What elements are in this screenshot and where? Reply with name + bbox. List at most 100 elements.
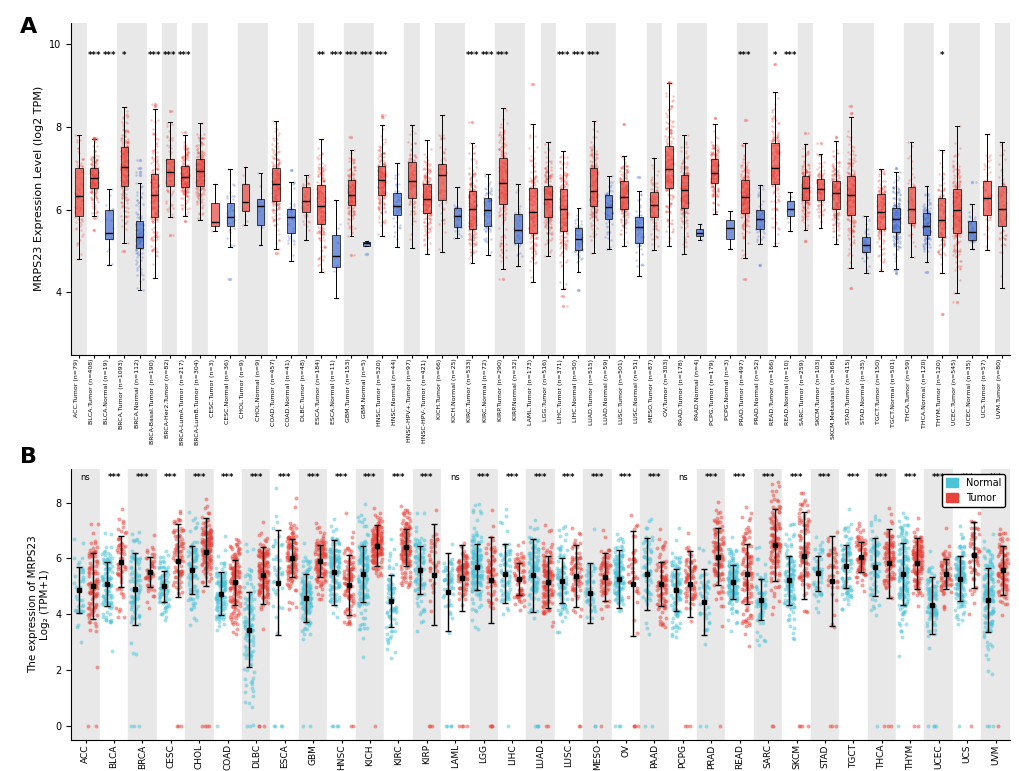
Point [123, 601, 140, 613]
Point [810, 562, 826, 574]
Point [396, 525, 413, 537]
Point [671, 588, 687, 600]
Point [554, 193, 571, 205]
Point [976, 585, 993, 598]
Point [472, 505, 488, 517]
Point [325, 556, 341, 568]
Point [673, 204, 689, 216]
Point [763, 168, 780, 180]
Point [991, 239, 1008, 251]
Point [610, 720, 627, 732]
Point [883, 530, 900, 542]
Point [995, 556, 1011, 568]
Point [325, 544, 341, 556]
Point [310, 165, 326, 177]
Point [768, 560, 785, 572]
Point [979, 591, 996, 603]
Point [619, 208, 635, 221]
Point [989, 200, 1006, 212]
Point [740, 171, 756, 183]
Point [269, 182, 285, 194]
Point [433, 158, 449, 170]
Point [678, 160, 694, 173]
Point [158, 601, 174, 613]
Point [285, 556, 302, 568]
Point [878, 554, 895, 567]
Point [270, 186, 286, 198]
Point [839, 166, 855, 178]
Point [435, 203, 451, 215]
Point [542, 209, 558, 221]
Point [491, 559, 507, 571]
Point [480, 561, 496, 573]
Point [767, 131, 784, 143]
Point [313, 574, 329, 587]
Point [769, 116, 786, 129]
Point [184, 544, 201, 556]
Point [177, 180, 194, 192]
Point [418, 220, 434, 232]
Point [984, 606, 1001, 618]
Point [145, 126, 161, 139]
Point [919, 224, 935, 236]
Point [258, 578, 274, 591]
Point [301, 584, 317, 597]
Point [418, 177, 434, 189]
Point [110, 567, 126, 580]
Point [71, 216, 88, 228]
Point [194, 177, 210, 190]
Point [268, 179, 284, 191]
Point [839, 572, 855, 584]
Point [908, 533, 924, 545]
Point [751, 610, 767, 622]
Point [836, 530, 852, 542]
Point [797, 207, 813, 220]
Point [763, 134, 780, 146]
Point [783, 190, 799, 203]
Point [242, 574, 258, 586]
Point [330, 260, 346, 272]
Point [529, 544, 545, 556]
Point [890, 200, 906, 213]
Point [367, 534, 383, 547]
Point [343, 153, 360, 166]
Point [371, 172, 387, 184]
Point [950, 578, 966, 591]
Point [562, 542, 579, 554]
Point [190, 214, 206, 227]
Point [176, 184, 193, 197]
Point [181, 579, 198, 591]
Point [359, 572, 375, 584]
Point [144, 183, 160, 195]
Point [975, 194, 991, 207]
Point [404, 180, 420, 192]
Point [737, 524, 753, 536]
Point [300, 585, 316, 598]
Point [556, 219, 573, 231]
Point [86, 604, 102, 617]
Point [86, 186, 102, 198]
Point [989, 204, 1006, 217]
Point [395, 543, 412, 555]
Point [279, 564, 296, 577]
Point [463, 214, 479, 226]
Point [998, 578, 1014, 591]
Point [222, 540, 238, 552]
Point [468, 212, 484, 224]
Point [948, 187, 964, 199]
Point [270, 173, 286, 186]
Point [762, 554, 779, 566]
Point [194, 170, 210, 182]
Point [779, 614, 795, 627]
Point [168, 533, 184, 545]
Bar [102, 23, 117, 355]
Point [996, 238, 1012, 251]
Point [632, 209, 648, 221]
Point [311, 543, 327, 555]
Point [464, 614, 480, 627]
Point [324, 567, 340, 579]
Point [201, 552, 217, 564]
PathPatch shape [892, 208, 899, 232]
Point [572, 528, 588, 540]
Point [920, 564, 936, 577]
